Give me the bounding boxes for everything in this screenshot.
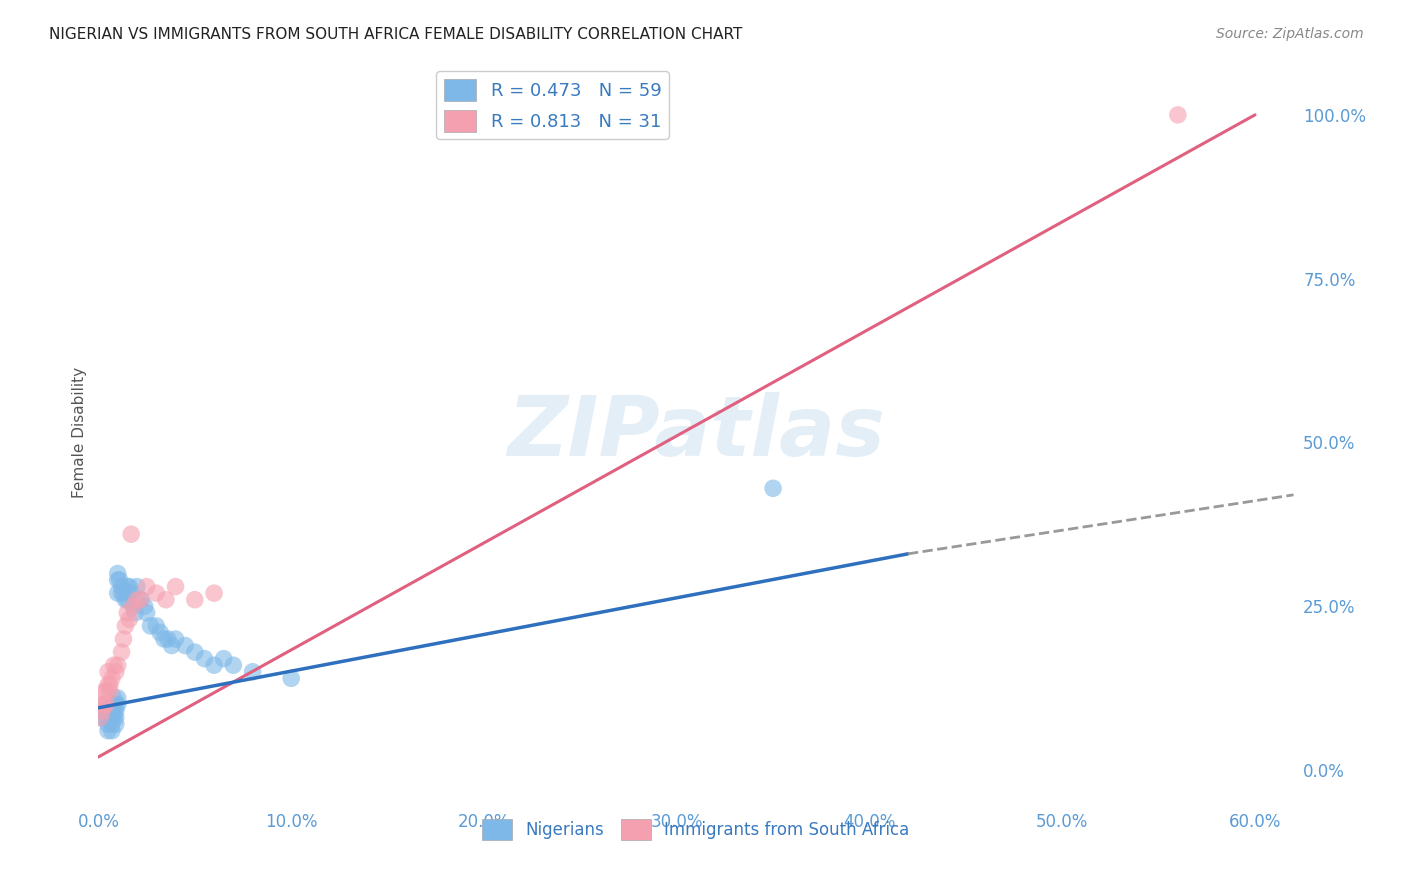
Point [135, 606, 157, 620]
Point [145, 586, 167, 600]
Point [165, 632, 187, 646]
Point [101, 711, 124, 725]
Point [98, 678, 121, 692]
Point [212, 651, 235, 665]
Point [174, 639, 197, 653]
Point [1167, 108, 1189, 122]
Point [184, 645, 207, 659]
Point [93, 698, 115, 712]
Point [103, 658, 125, 673]
Point [98, 698, 121, 712]
Point [193, 651, 215, 665]
Point [149, 625, 172, 640]
Point [107, 573, 129, 587]
Point [108, 573, 131, 587]
Point [104, 717, 127, 731]
Point [125, 580, 148, 594]
Point [107, 586, 129, 600]
Point [98, 704, 121, 718]
Point [135, 580, 157, 594]
Point [125, 592, 148, 607]
Point [101, 717, 124, 731]
Point [117, 580, 139, 594]
Point [110, 580, 132, 594]
Point [155, 592, 177, 607]
Point [122, 599, 145, 614]
Point [153, 632, 176, 646]
Point [101, 671, 124, 685]
Point [129, 592, 152, 607]
Point [89, 711, 111, 725]
Point [134, 599, 156, 614]
Point [93, 684, 115, 698]
Legend: Nigerians, Immigrants from South Africa: Nigerians, Immigrants from South Africa [475, 813, 917, 847]
Point [101, 698, 124, 712]
Text: ZIPatlas: ZIPatlas [508, 392, 884, 473]
Point [97, 717, 120, 731]
Point [103, 704, 125, 718]
Point [104, 698, 127, 712]
Point [104, 711, 127, 725]
Point [139, 619, 162, 633]
Point [114, 592, 136, 607]
Point [91, 704, 114, 718]
Point [110, 586, 132, 600]
Point [242, 665, 264, 679]
Point [117, 592, 139, 607]
Point [184, 592, 207, 607]
Point [120, 527, 142, 541]
Point [202, 586, 225, 600]
Point [117, 606, 139, 620]
Point [93, 698, 115, 712]
Point [118, 612, 141, 626]
Point [129, 592, 152, 607]
Y-axis label: Female Disability: Female Disability [72, 367, 87, 499]
Point [107, 566, 129, 581]
Point [91, 704, 114, 718]
Point [98, 684, 121, 698]
Point [107, 690, 129, 705]
Point [222, 658, 245, 673]
Point [122, 599, 145, 614]
Point [104, 665, 127, 679]
Point [89, 711, 111, 725]
Point [112, 586, 135, 600]
Point [202, 658, 225, 673]
Point [114, 619, 136, 633]
Point [101, 704, 124, 718]
Point [97, 704, 120, 718]
Point [118, 580, 141, 594]
Point [165, 580, 187, 594]
Point [91, 698, 114, 712]
Point [94, 711, 117, 725]
Point [94, 698, 117, 712]
Text: Source: ZipAtlas.com: Source: ZipAtlas.com [1216, 27, 1364, 41]
Point [280, 671, 302, 685]
Point [97, 665, 120, 679]
Point [107, 658, 129, 673]
Point [112, 632, 135, 646]
Point [107, 698, 129, 712]
Point [110, 645, 132, 659]
Point [98, 711, 121, 725]
Point [145, 619, 167, 633]
Point [103, 690, 125, 705]
Point [94, 684, 117, 698]
Point [160, 639, 183, 653]
Text: NIGERIAN VS IMMIGRANTS FROM SOUTH AFRICA FEMALE DISABILITY CORRELATION CHART: NIGERIAN VS IMMIGRANTS FROM SOUTH AFRICA… [49, 27, 742, 42]
Point [97, 723, 120, 738]
Point [101, 723, 124, 738]
Point [103, 698, 125, 712]
Point [120, 586, 142, 600]
Point [762, 481, 785, 495]
Point [97, 678, 120, 692]
Point [103, 711, 125, 725]
Point [156, 632, 179, 646]
Point [124, 606, 146, 620]
Point [104, 704, 127, 718]
